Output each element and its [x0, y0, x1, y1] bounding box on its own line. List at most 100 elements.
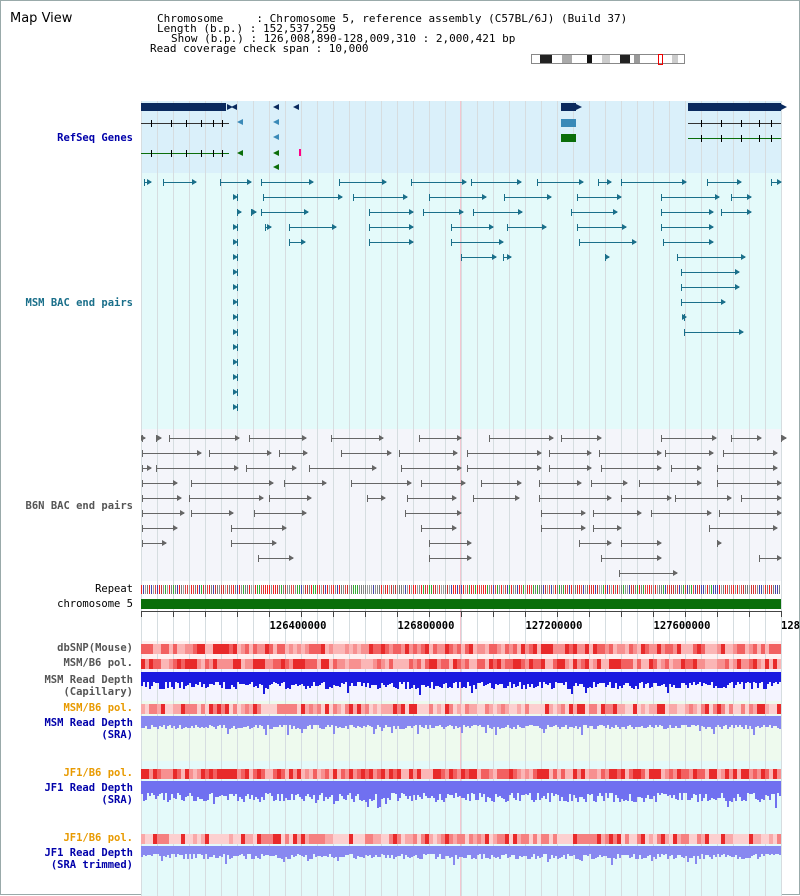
repeat-element — [571, 585, 572, 594]
depth-bar — [599, 672, 601, 683]
depth-bar — [167, 672, 169, 688]
track-label-jf1-b6-pol[interactable]: JF1/B6 pol. — [63, 767, 133, 779]
depth-bar — [241, 716, 243, 728]
track-label-jf1-depth-trim[interactable]: JF1 Read Depth — [44, 847, 133, 859]
depth-bar — [683, 781, 685, 793]
repeat-element — [555, 585, 556, 594]
depth-bar — [657, 781, 659, 793]
heat-cell — [445, 659, 449, 669]
depth-bar — [357, 672, 359, 682]
depth-bar — [479, 716, 481, 725]
heat-cell — [621, 704, 625, 714]
track-label-dbsnp[interactable]: dbSNP(Mouse) — [57, 642, 133, 654]
depth-bar — [655, 781, 657, 802]
heat-cell — [641, 769, 645, 779]
repeat-track[interactable] — [141, 585, 781, 594]
depth-bar — [467, 716, 469, 726]
depth-bar — [701, 672, 703, 686]
depth-bar — [611, 781, 613, 793]
depth-bar — [673, 716, 675, 728]
depth-bar — [253, 781, 255, 800]
heat-cell — [313, 769, 317, 779]
depth-bar — [605, 716, 607, 728]
chromosome-ideogram[interactable] — [531, 54, 685, 65]
heat-cell — [761, 644, 765, 654]
depth-bar — [591, 846, 593, 859]
heat-cell — [577, 769, 581, 779]
heat-cell — [589, 644, 593, 654]
heat-cell — [385, 704, 389, 714]
depth-bar — [331, 781, 333, 795]
repeat-element — [181, 585, 182, 594]
bac-end-arrow — [233, 194, 238, 200]
repeat-element — [277, 585, 278, 594]
depth-bar — [567, 781, 569, 802]
track-label-msm-b6-pol[interactable]: MSM/B6 pol. — [63, 657, 133, 669]
depth-bar — [763, 846, 765, 856]
dbsnp-heatmap[interactable] — [141, 644, 781, 654]
heat-cell — [453, 644, 457, 654]
track-label-b6n-bac[interactable]: B6N BAC end pairs — [25, 500, 133, 512]
bac-end-arrow — [233, 389, 238, 395]
heat-cell — [481, 644, 485, 654]
bac-end-arrow — [657, 555, 662, 561]
depth-bar — [305, 672, 307, 689]
msm-depth-capillary-bars[interactable] — [141, 672, 781, 695]
heat-cell — [289, 644, 293, 654]
track-label-msm-b6-pol-2[interactable]: MSM/B6 pol. — [63, 702, 133, 714]
msm-depth-sra-bars[interactable] — [141, 716, 781, 736]
depth-bar — [697, 846, 699, 856]
track-label-msm-depth-sra[interactable]: MSM Read Depth — [44, 717, 133, 729]
heat-cell — [321, 659, 325, 669]
track-label-msm-bac[interactable]: MSM BAC end pairs — [25, 297, 133, 309]
depth-bar — [735, 672, 737, 685]
depth-bar — [737, 846, 739, 859]
jf1-depth-sra-bars[interactable] — [141, 781, 781, 811]
jf1-b6-pol-heatmap[interactable] — [141, 769, 781, 779]
track-label-msm-depth-cap[interactable]: MSM Read Depth — [44, 674, 133, 686]
jf1-depth-trim-bars[interactable] — [141, 846, 781, 866]
depth-bar — [563, 672, 565, 685]
depth-bar — [635, 716, 637, 727]
depth-bar — [743, 781, 745, 800]
heat-cell — [753, 644, 757, 654]
bac-end-arrow — [197, 450, 202, 456]
depth-bar — [323, 781, 325, 801]
depth-bar — [187, 672, 189, 685]
heat-cell — [149, 659, 153, 669]
heat-cell — [665, 769, 669, 779]
depth-bar — [539, 672, 541, 682]
depth-bar — [333, 672, 335, 685]
heat-cell — [301, 704, 305, 714]
depth-bar — [715, 781, 717, 800]
depth-bar — [347, 716, 349, 729]
jf1-b6-pol-2-heatmap[interactable] — [141, 834, 781, 844]
depth-bar — [235, 716, 237, 729]
depth-bar — [337, 781, 339, 801]
gene-line — [141, 123, 229, 124]
heat-cell — [441, 704, 445, 714]
depth-bar — [537, 672, 539, 686]
track-label-jf1-depth-sra[interactable]: JF1 Read Depth — [44, 782, 133, 794]
depth-bar — [385, 672, 387, 687]
msm-b6-pol-2-heatmap[interactable] — [141, 704, 781, 714]
heat-cell — [573, 834, 577, 844]
track-label-refseq[interactable]: RefSeq Genes — [57, 132, 133, 144]
depth-bar — [277, 716, 279, 727]
bac-end-arrow — [773, 465, 778, 471]
depth-bar — [145, 716, 147, 726]
heat-cell — [429, 834, 433, 844]
heat-cell — [365, 659, 369, 669]
repeat-element — [449, 585, 450, 594]
depth-bar — [417, 716, 419, 734]
depth-bar — [401, 716, 403, 729]
depth-bar — [471, 846, 473, 859]
bac-end-arrow — [757, 435, 762, 441]
bac-end — [471, 179, 472, 186]
depth-bar — [243, 672, 245, 684]
msm-b6-pol-heatmap[interactable] — [141, 659, 781, 669]
heat-cell — [629, 659, 633, 669]
depth-bar — [417, 846, 419, 858]
track-label-jf1-b6-pol-2[interactable]: JF1/B6 pol. — [63, 832, 133, 844]
depth-bar — [345, 672, 347, 682]
